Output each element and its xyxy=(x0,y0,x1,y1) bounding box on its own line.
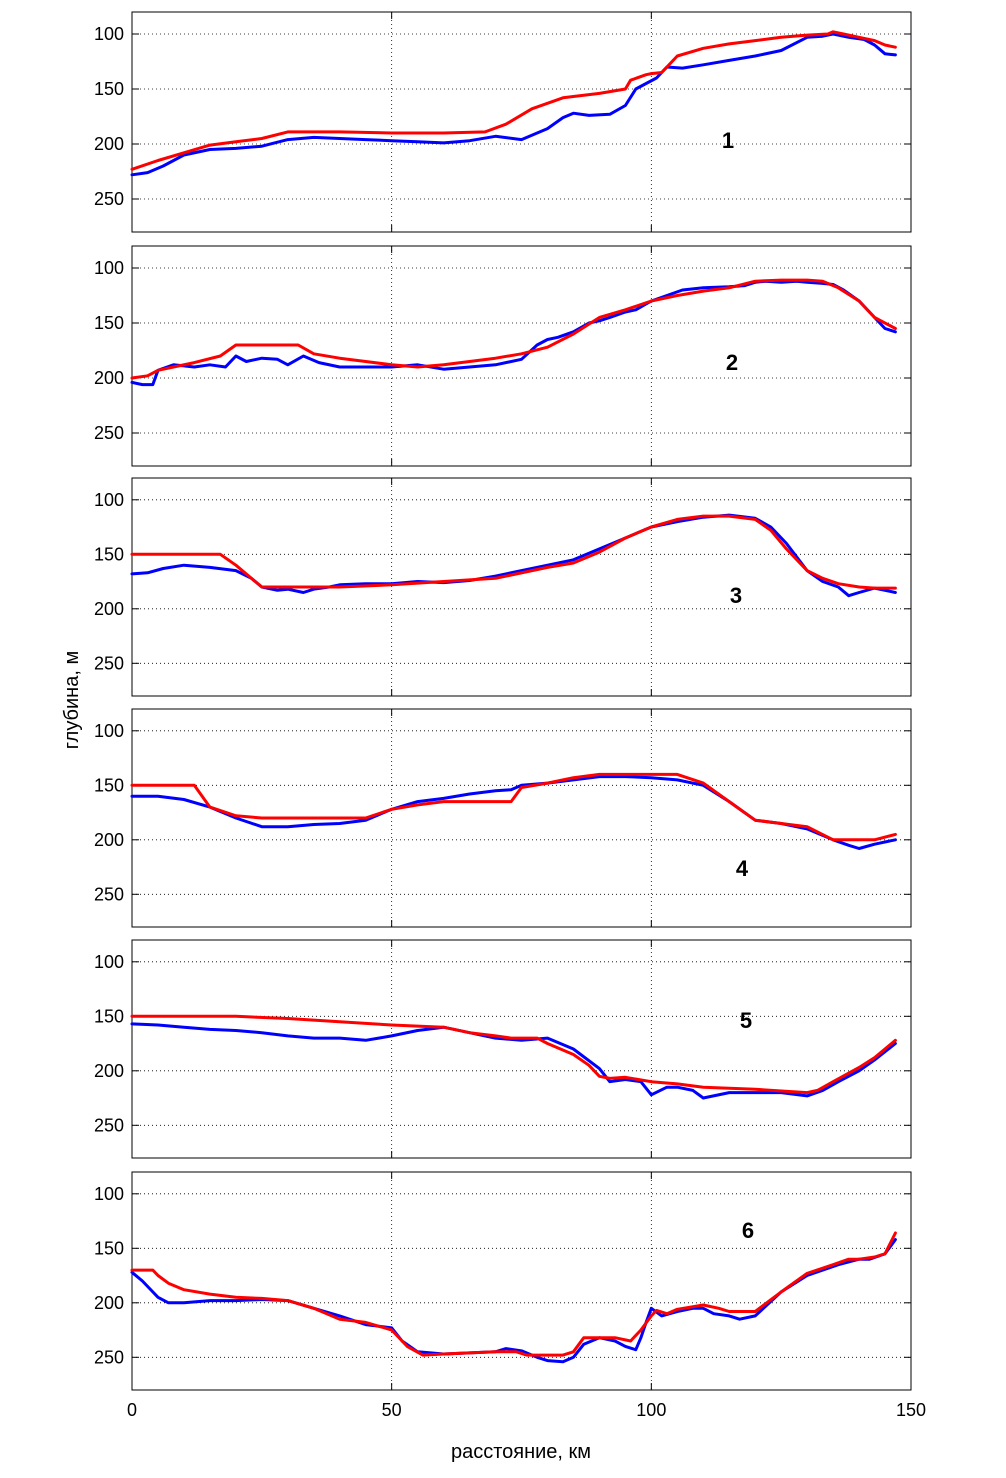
panel-3: 100 150 200 250 3 xyxy=(94,477,912,697)
y-tick-label: 100 xyxy=(94,952,124,972)
y-tick-label: 150 xyxy=(94,313,124,333)
y-tick-label: 250 xyxy=(94,884,124,904)
panel-5: 100 150 200 250 5 xyxy=(94,939,912,1159)
panel-1: 100 150 200 250 1 xyxy=(94,11,912,233)
y-tick-label: 200 xyxy=(94,830,124,850)
y-tick-label: 200 xyxy=(94,1061,124,1081)
y-tick-label: 200 xyxy=(94,1293,124,1313)
plot-frame xyxy=(131,11,912,233)
y-tick-label: 150 xyxy=(94,1238,124,1258)
y-tick-label: 150 xyxy=(94,775,124,795)
y-tick-label: 200 xyxy=(94,134,124,154)
y-tick-label: 200 xyxy=(94,599,124,619)
series-line-model xyxy=(130,772,897,842)
y-tick-label: 150 xyxy=(94,79,124,99)
y-tick-label: 100 xyxy=(94,24,124,44)
y-tick-label: 250 xyxy=(94,1347,124,1367)
y-tick-label: 100 xyxy=(94,1184,124,1204)
series-line-model xyxy=(130,1014,897,1095)
x-axis-label: расстояние, км xyxy=(451,1441,591,1463)
y-tick-label: 100 xyxy=(94,721,124,741)
panel-4: 100 150 200 250 4 xyxy=(94,708,912,928)
panel-2: 100 150 200 250 2 xyxy=(94,245,912,467)
y-tick-label: 250 xyxy=(94,1115,124,1135)
panel-label: 2 xyxy=(726,350,738,375)
series-line-model xyxy=(130,278,897,380)
y-axis-label: глубина, м xyxy=(61,651,83,749)
panel-label: 1 xyxy=(722,128,734,153)
series-line-model xyxy=(130,30,897,171)
y-tick-label: 100 xyxy=(94,490,124,510)
series-line-measured xyxy=(130,1022,897,1100)
y-tick-label: 150 xyxy=(94,1006,124,1026)
y-tick-label: 250 xyxy=(94,423,124,443)
panel-label: 5 xyxy=(740,1008,752,1033)
x-tick-label: 50 xyxy=(382,1400,402,1420)
series-line-model xyxy=(130,514,897,590)
panel-label: 6 xyxy=(742,1218,754,1243)
y-tick-label: 250 xyxy=(94,189,124,209)
x-tick-label: 150 xyxy=(896,1400,926,1420)
y-tick-label: 250 xyxy=(94,653,124,673)
series-line-measured xyxy=(130,32,897,177)
y-tick-label: 150 xyxy=(94,544,124,564)
panels: 1001502002501100150200250210015020025031… xyxy=(94,11,926,1420)
panel-6: 100 150 200 250 6 0 50 100 150 xyxy=(94,1171,926,1420)
x-tick-label: 100 xyxy=(636,1400,666,1420)
series-line-model xyxy=(130,1231,897,1357)
x-tick-label: 0 xyxy=(127,1400,137,1420)
plot-frame xyxy=(131,939,912,1159)
panel-label: 4 xyxy=(736,856,749,881)
panel-label: 3 xyxy=(730,583,742,608)
y-tick-label: 100 xyxy=(94,258,124,278)
y-tick-label: 200 xyxy=(94,368,124,388)
